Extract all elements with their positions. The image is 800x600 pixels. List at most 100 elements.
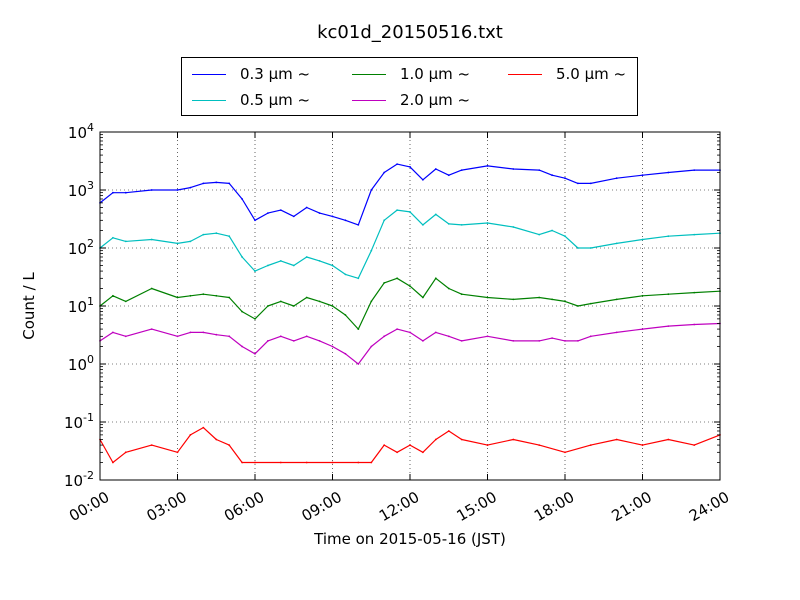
data-point — [564, 340, 566, 342]
data-point — [202, 426, 205, 429]
data-point — [564, 300, 566, 303]
data-point — [305, 296, 308, 299]
data-point — [228, 182, 231, 185]
data-point — [615, 242, 618, 245]
data-point — [112, 331, 114, 334]
y-axis-label: Count / L — [20, 272, 38, 340]
data-point — [318, 340, 321, 342]
data-point — [577, 247, 579, 249]
data-point — [447, 223, 450, 225]
data-point — [370, 189, 373, 191]
data-point — [434, 168, 437, 170]
data-point — [318, 260, 321, 262]
data-point — [254, 461, 256, 464]
data-point — [318, 212, 321, 215]
x-tick-label: 00:00 — [66, 488, 112, 525]
data-point — [331, 345, 334, 348]
data-point — [189, 434, 192, 436]
x-tick-label: 15:00 — [453, 488, 499, 525]
data-point — [589, 247, 592, 249]
data-point — [124, 240, 127, 243]
data-point — [176, 296, 179, 299]
data-point — [215, 333, 218, 336]
data-point — [512, 226, 515, 228]
series-line-3 — [99, 322, 721, 365]
data-point — [447, 174, 450, 177]
data-point — [409, 211, 411, 213]
data-point — [228, 296, 231, 299]
y-tick-label: 10-2 — [64, 469, 94, 490]
y-tick-label: 10-1 — [64, 411, 94, 432]
data-point — [667, 235, 670, 238]
data-point — [383, 444, 386, 446]
data-point — [279, 300, 282, 303]
data-point — [564, 235, 566, 238]
legend-item-2-0um: 2.0 μm ~ — [352, 90, 470, 110]
data-point — [228, 235, 231, 238]
data-point — [564, 451, 566, 454]
data-point — [434, 213, 437, 216]
data-point — [215, 294, 218, 297]
x-tick-label: 12:00 — [376, 488, 422, 525]
data-point — [693, 169, 696, 172]
data-point — [615, 298, 618, 301]
data-point — [486, 444, 489, 446]
data-point — [241, 198, 244, 200]
data-point — [150, 328, 153, 330]
data-point — [254, 219, 256, 222]
data-point — [641, 328, 644, 330]
data-point — [512, 168, 515, 170]
data-point — [409, 285, 411, 287]
data-point — [409, 331, 411, 334]
data-point — [667, 438, 670, 441]
data-point — [254, 352, 256, 355]
data-point — [176, 242, 179, 245]
data-point — [189, 240, 192, 243]
data-point — [422, 224, 424, 226]
data-point — [538, 444, 541, 446]
data-point — [292, 215, 295, 218]
data-point — [667, 293, 670, 296]
data-point — [460, 169, 463, 172]
data-point — [202, 233, 205, 236]
grid-lines — [100, 132, 720, 480]
data-point — [228, 444, 231, 446]
data-point — [396, 451, 398, 454]
data-point — [460, 224, 463, 226]
data-point — [486, 296, 489, 299]
data-point — [357, 224, 360, 226]
data-point — [667, 171, 670, 174]
data-point — [460, 438, 463, 441]
data-point — [538, 296, 541, 299]
data-point — [383, 171, 386, 174]
data-point — [551, 174, 553, 177]
data-point — [693, 323, 696, 326]
data-point — [486, 222, 489, 224]
legend-swatch — [192, 73, 226, 75]
data-point — [577, 340, 579, 342]
data-point — [241, 310, 244, 313]
data-point — [460, 340, 463, 342]
data-point — [693, 444, 696, 446]
data-point — [422, 340, 424, 342]
y-tick-label: 102 — [68, 237, 94, 258]
data-point — [486, 165, 489, 167]
data-point — [357, 461, 360, 464]
data-point — [667, 325, 670, 327]
data-point — [292, 340, 295, 342]
data-point — [279, 461, 282, 464]
data-point — [434, 438, 437, 441]
data-point — [564, 177, 566, 180]
data-point — [279, 335, 282, 338]
data-point — [215, 181, 218, 184]
data-point — [357, 363, 360, 365]
y-axis-ticks: 10-2 10-1 100 101 102 103 104 — [64, 121, 720, 490]
data-point — [150, 189, 153, 191]
data-point — [279, 260, 282, 262]
data-point — [422, 296, 424, 299]
data-point — [357, 277, 360, 280]
legend-label: 2.0 μm ~ — [400, 91, 471, 109]
legend-swatch — [508, 73, 542, 75]
data-point — [538, 340, 541, 342]
